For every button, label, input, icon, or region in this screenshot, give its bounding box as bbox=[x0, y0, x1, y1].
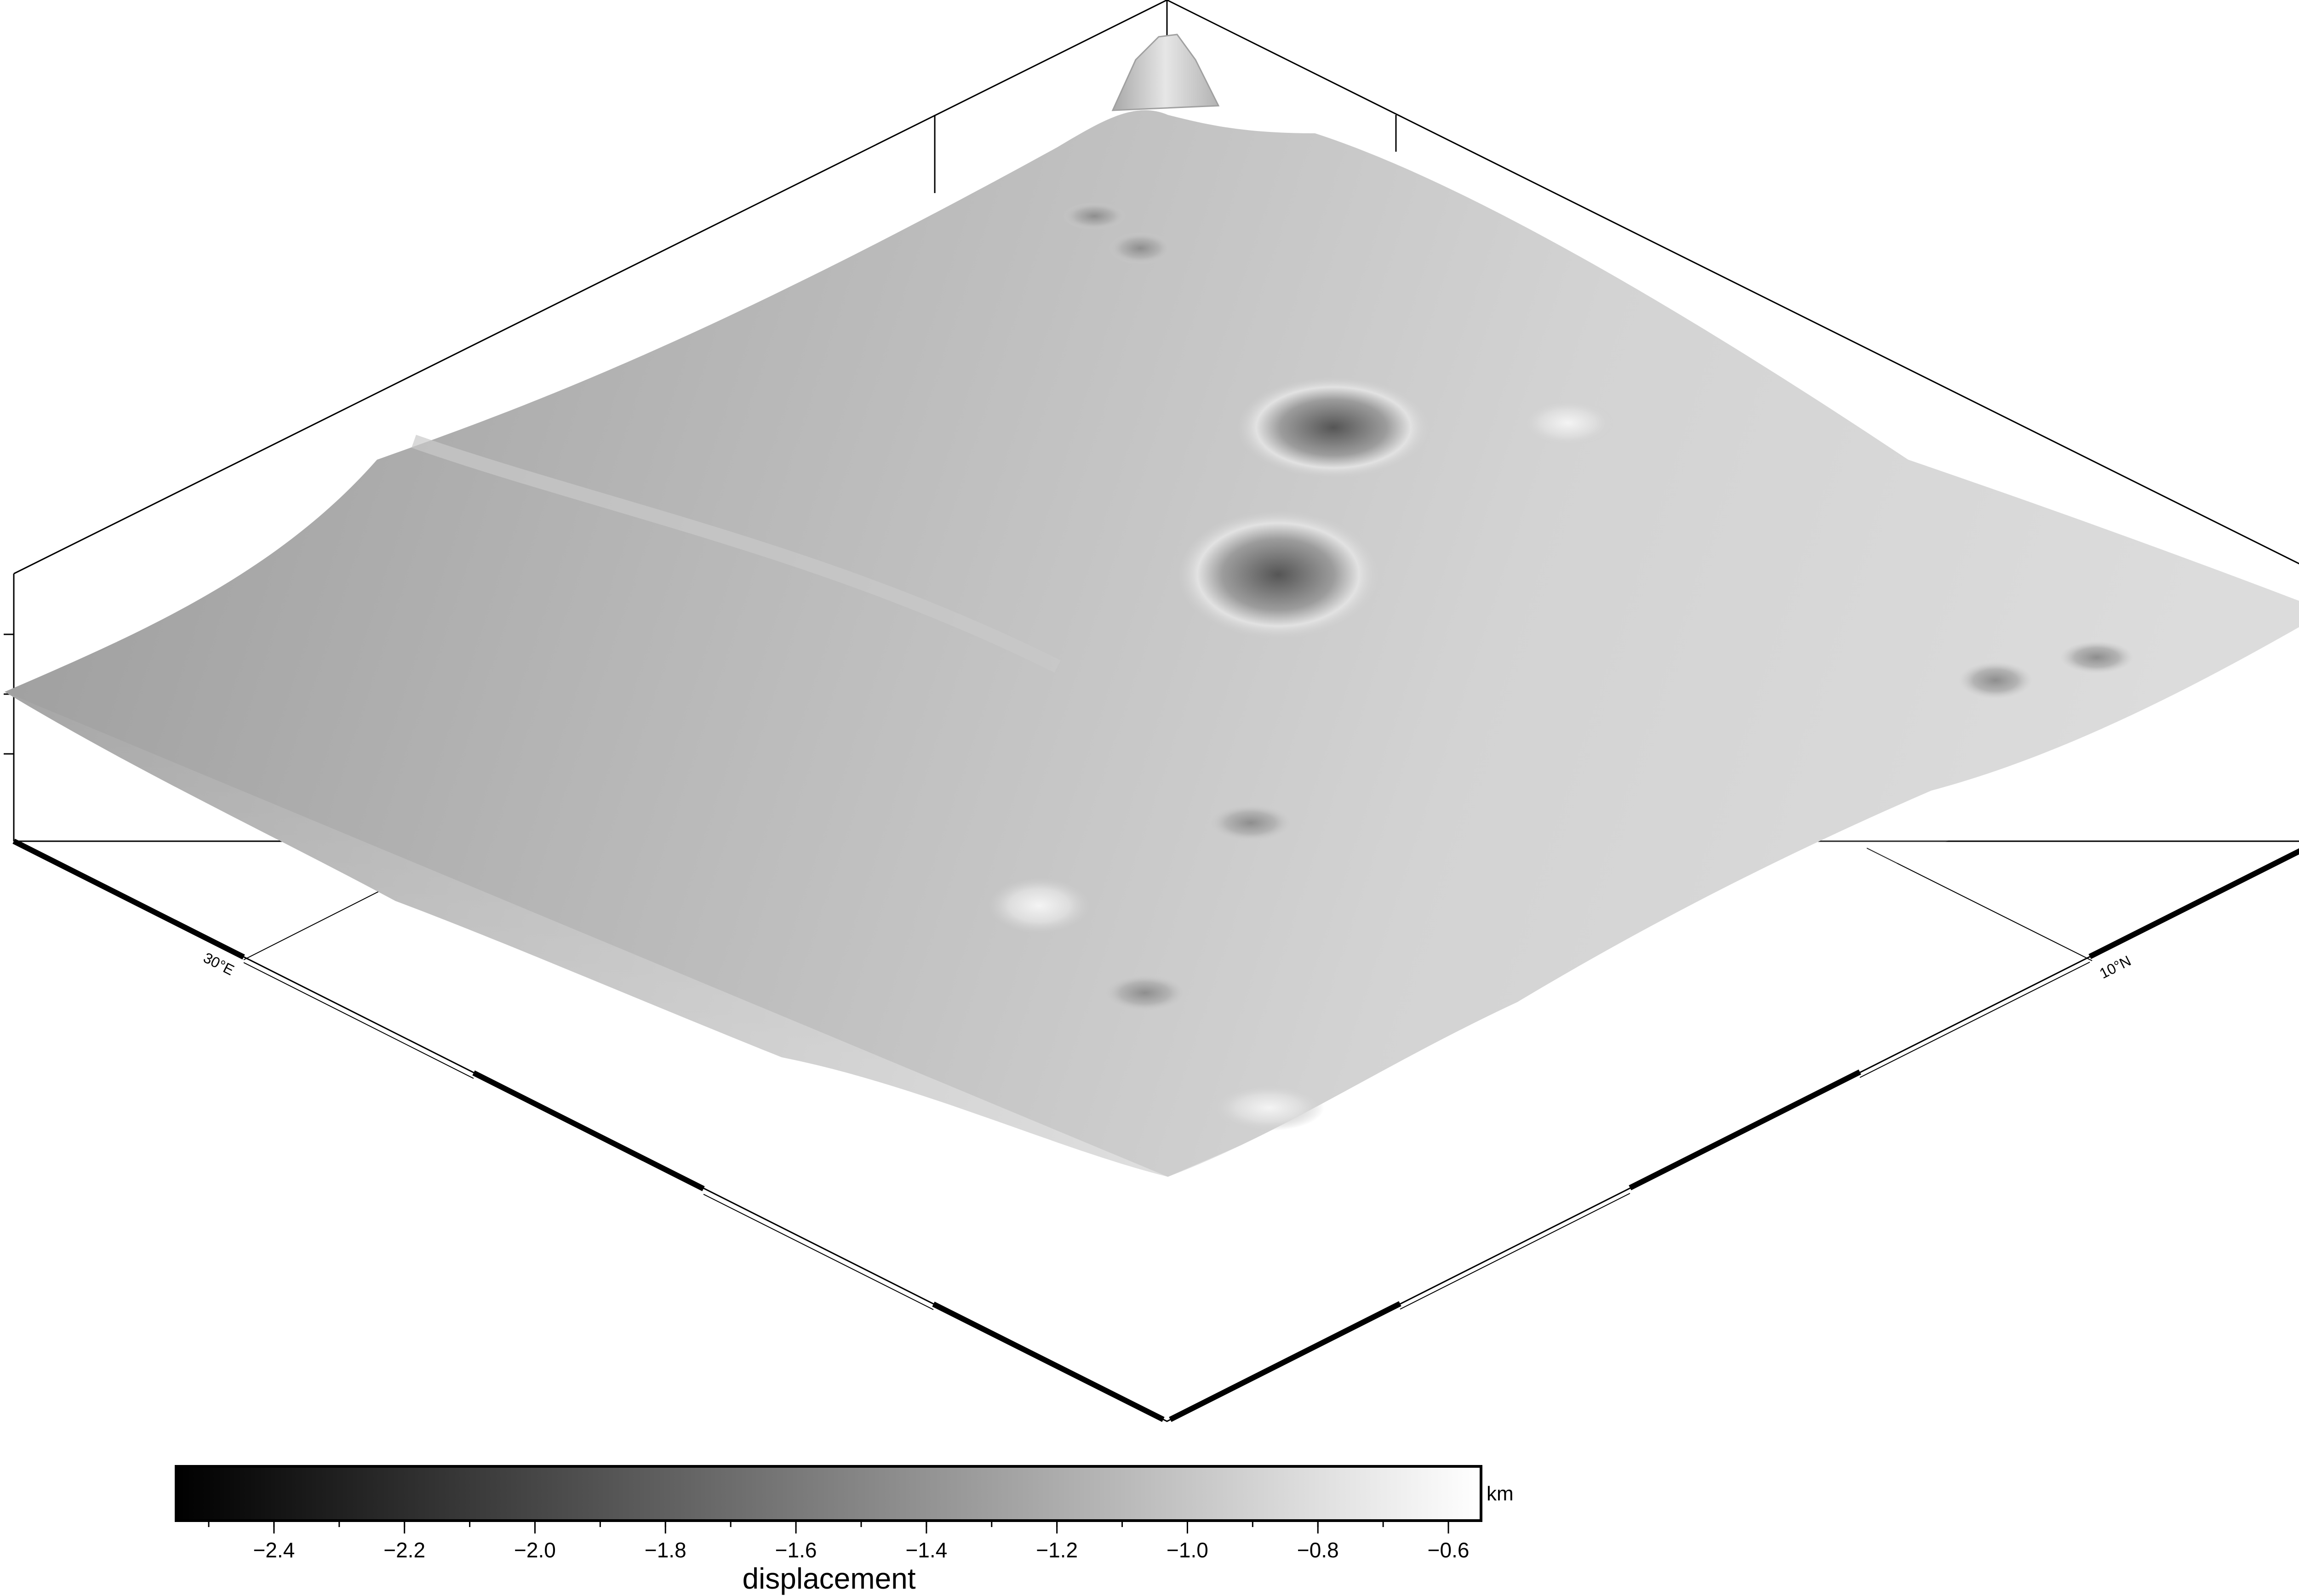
back-frame bbox=[13, 0, 2299, 841]
bump-2 bbox=[1522, 400, 1614, 446]
colorbar-tick-label: −0.6 bbox=[1428, 1538, 1470, 1562]
dimple-3 bbox=[1209, 804, 1292, 841]
terrain-surface bbox=[5, 34, 2299, 1177]
colorbar-tick-label: −2.2 bbox=[383, 1538, 425, 1562]
surface-front-shading bbox=[5, 627, 2299, 1177]
colorbar-tick-label: −2.0 bbox=[514, 1538, 556, 1562]
dimple-5 bbox=[1959, 662, 2032, 699]
surface-ridge bbox=[412, 434, 1061, 673]
crater-2 bbox=[1177, 510, 1379, 639]
dimple-1 bbox=[1062, 202, 1127, 230]
crater-1 bbox=[1237, 377, 1430, 478]
colorbar-unit: km bbox=[1487, 1482, 1514, 1505]
colorbar-label: displacement bbox=[742, 1562, 915, 1595]
bump-1 bbox=[989, 878, 1090, 933]
surface-fill bbox=[5, 110, 2299, 1177]
dimple-6 bbox=[2060, 641, 2133, 673]
colorbar-gradient bbox=[175, 1465, 1482, 1522]
surface-peak bbox=[1111, 34, 1220, 111]
dimple-4 bbox=[1104, 975, 1186, 1011]
colorbar-tick-label: −0.8 bbox=[1297, 1538, 1339, 1562]
colorbar-tick-label: −1.0 bbox=[1167, 1538, 1208, 1562]
colorbar-tick-label: −1.6 bbox=[775, 1538, 817, 1562]
colorbar: −2.4 −2.2 −2.0 −1.8 −1.6 −1.4 −1.2 −1.0 −0.8 −0.6… bbox=[175, 1465, 1514, 1595]
colorbar-tick-label: −1.4 bbox=[905, 1538, 947, 1562]
y-axis-label: 10°N bbox=[2097, 952, 2133, 982]
colorbar-tick-label: −2.4 bbox=[253, 1538, 295, 1562]
bump-3 bbox=[1214, 1085, 1324, 1131]
colorbar-tick-label: −1.8 bbox=[645, 1538, 686, 1562]
dimple-2 bbox=[1108, 232, 1172, 264]
colorbar-tick-label: −1.2 bbox=[1036, 1538, 1078, 1562]
colorbar-ticks: −2.4 −2.2 −2.0 −1.8 −1.6 −1.4 −1.2 −1.0 −0.8 −0.6 bbox=[208, 1521, 1470, 1562]
